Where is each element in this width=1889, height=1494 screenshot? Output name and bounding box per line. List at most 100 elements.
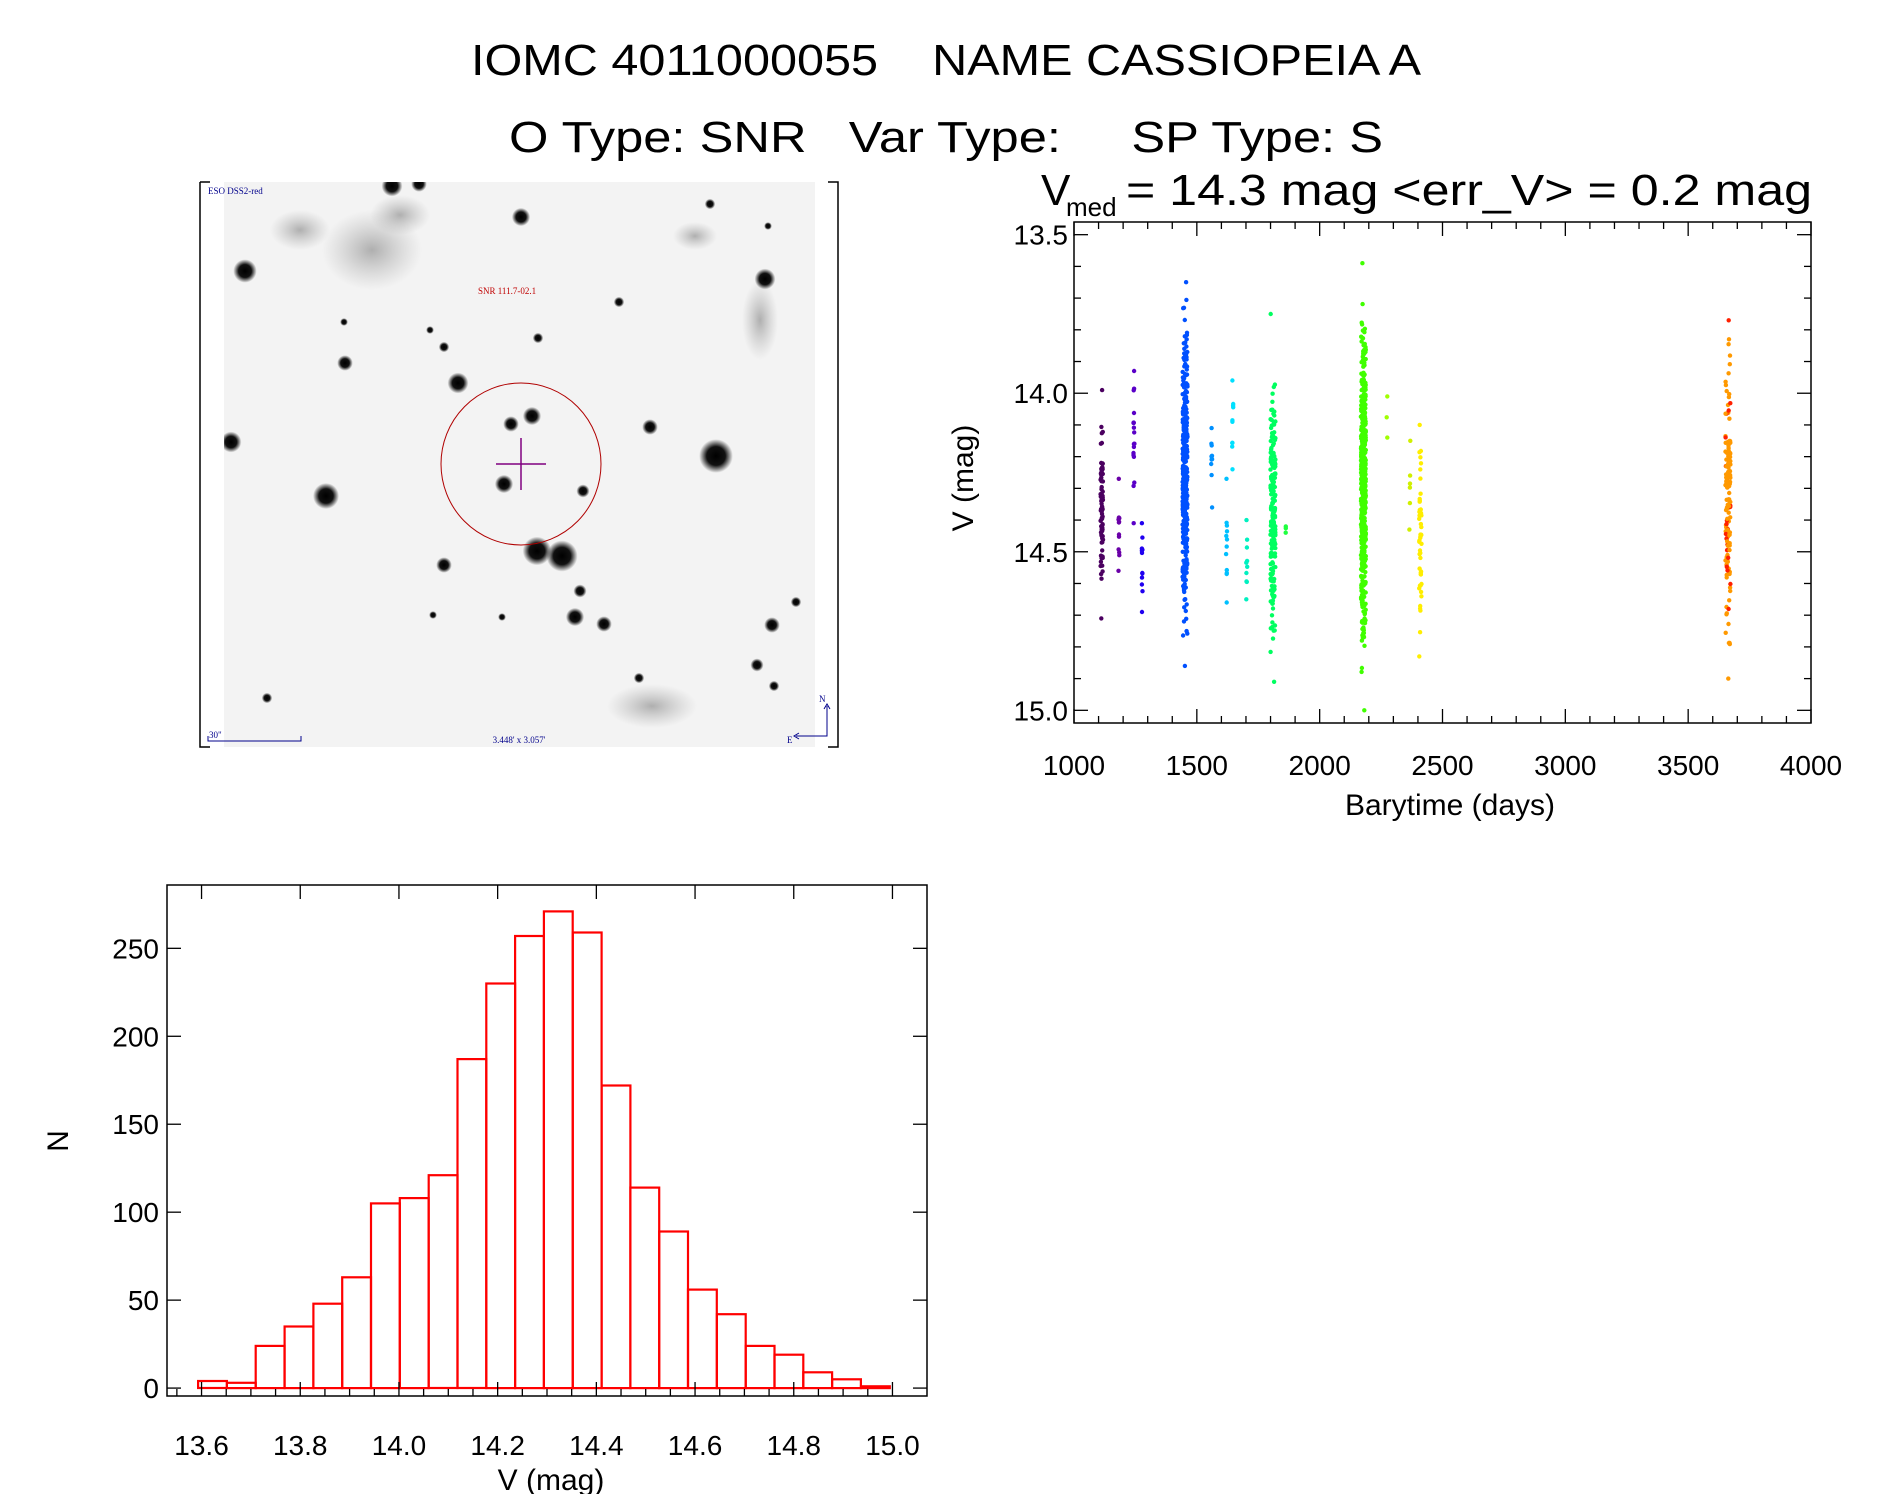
x-tick-label: 13.6 xyxy=(174,1430,229,1461)
data-point xyxy=(1269,476,1274,481)
star xyxy=(313,483,339,509)
data-point xyxy=(1182,573,1187,578)
data-point xyxy=(1209,425,1214,431)
data-point xyxy=(1184,616,1189,621)
star xyxy=(340,318,348,326)
data-point xyxy=(1385,394,1390,399)
light-curve-ticks xyxy=(1073,222,1812,723)
data-point xyxy=(1358,573,1364,579)
data-point xyxy=(1180,549,1186,554)
object-label: SNR 111.7-02.1 xyxy=(478,286,536,296)
star xyxy=(224,431,242,453)
data-point xyxy=(1362,643,1367,648)
star xyxy=(447,372,469,394)
data-point xyxy=(1723,379,1728,384)
data-point xyxy=(1209,461,1214,467)
title-line-2: O Type: SNR Var Type: SP Type: S xyxy=(509,113,1383,162)
data-point xyxy=(1117,516,1122,521)
data-point xyxy=(1244,579,1249,584)
data-point xyxy=(1362,548,1367,553)
data-point xyxy=(1283,526,1289,531)
data-point xyxy=(1362,510,1368,515)
data-point xyxy=(1183,350,1188,356)
data-point xyxy=(1359,561,1365,567)
y-tick-label: 200 xyxy=(112,1021,159,1052)
data-point xyxy=(1132,480,1137,485)
light-curve-y-tick-labels: 13.5 14.0 14.5 15.0 xyxy=(1014,220,1069,727)
data-point xyxy=(1361,343,1366,348)
data-point xyxy=(1727,640,1732,646)
data-point xyxy=(1224,537,1230,542)
histogram-bar xyxy=(341,1276,373,1390)
data-point xyxy=(1360,567,1365,573)
star xyxy=(511,207,531,227)
data-point xyxy=(1270,500,1275,506)
data-point xyxy=(1417,630,1423,635)
histogram-bar xyxy=(312,1302,344,1390)
data-point xyxy=(1100,548,1105,553)
histogram-bar xyxy=(283,1325,315,1390)
data-point xyxy=(1183,585,1189,590)
histogram-bar xyxy=(456,1057,488,1390)
data-point xyxy=(1184,337,1189,342)
sky-image-panel: ESO DSS2-red SNR 111.7-02.1 30" 3.448' x… xyxy=(199,181,839,748)
data-point xyxy=(1361,630,1367,636)
data-point xyxy=(1268,467,1273,472)
data-point xyxy=(1726,441,1732,446)
star xyxy=(337,355,353,371)
histogram-bar xyxy=(859,1385,891,1390)
data-point xyxy=(1098,559,1104,564)
data-point xyxy=(1131,521,1136,526)
data-point xyxy=(1181,376,1187,381)
star xyxy=(522,536,552,566)
y-tick-label: 14.0 xyxy=(1014,378,1069,409)
data-point xyxy=(1363,421,1368,426)
star xyxy=(546,540,578,572)
data-point xyxy=(1117,550,1122,555)
data-point xyxy=(1268,566,1274,572)
data-point xyxy=(1131,425,1137,430)
histogram-x-tick-labels: 13.6 13.8 14.0 14.2 14.4 14.6 14.8 15.0 xyxy=(174,1430,919,1461)
data-point xyxy=(1268,528,1274,534)
data-point xyxy=(1727,490,1732,496)
data-point xyxy=(1180,526,1186,531)
data-point xyxy=(1417,516,1422,521)
data-point xyxy=(1361,515,1367,521)
histogram-bar xyxy=(715,1313,747,1390)
data-point xyxy=(1184,367,1190,372)
data-point xyxy=(1727,362,1733,367)
data-point xyxy=(1272,413,1277,418)
data-point xyxy=(1728,401,1733,406)
data-point xyxy=(1361,406,1366,412)
data-point xyxy=(1417,606,1423,611)
data-point xyxy=(1418,461,1424,466)
data-point xyxy=(1099,616,1104,621)
data-point xyxy=(1726,342,1731,347)
data-point xyxy=(1723,630,1728,635)
data-point xyxy=(1362,594,1367,599)
data-point xyxy=(1224,476,1229,481)
star xyxy=(233,259,257,283)
star xyxy=(576,484,590,498)
data-point xyxy=(1180,633,1186,638)
data-point xyxy=(1727,416,1732,421)
data-point xyxy=(1273,545,1278,551)
data-point xyxy=(1270,391,1275,396)
data-point xyxy=(1269,445,1274,451)
star xyxy=(573,584,587,598)
data-point xyxy=(1724,564,1730,569)
data-point xyxy=(1182,468,1188,473)
data-point xyxy=(1362,351,1367,356)
data-point xyxy=(1100,493,1105,499)
data-point xyxy=(1418,467,1423,472)
data-point xyxy=(1417,586,1422,591)
north-label: N xyxy=(819,694,826,704)
vmed-value-text: = 14.3 mag <err_V> = 0.2 mag xyxy=(1112,166,1812,215)
data-point xyxy=(1182,384,1187,389)
data-point xyxy=(1183,519,1188,524)
data-point xyxy=(1224,529,1230,534)
data-point xyxy=(1408,438,1413,443)
data-point xyxy=(1099,424,1104,430)
data-point xyxy=(1271,679,1277,684)
